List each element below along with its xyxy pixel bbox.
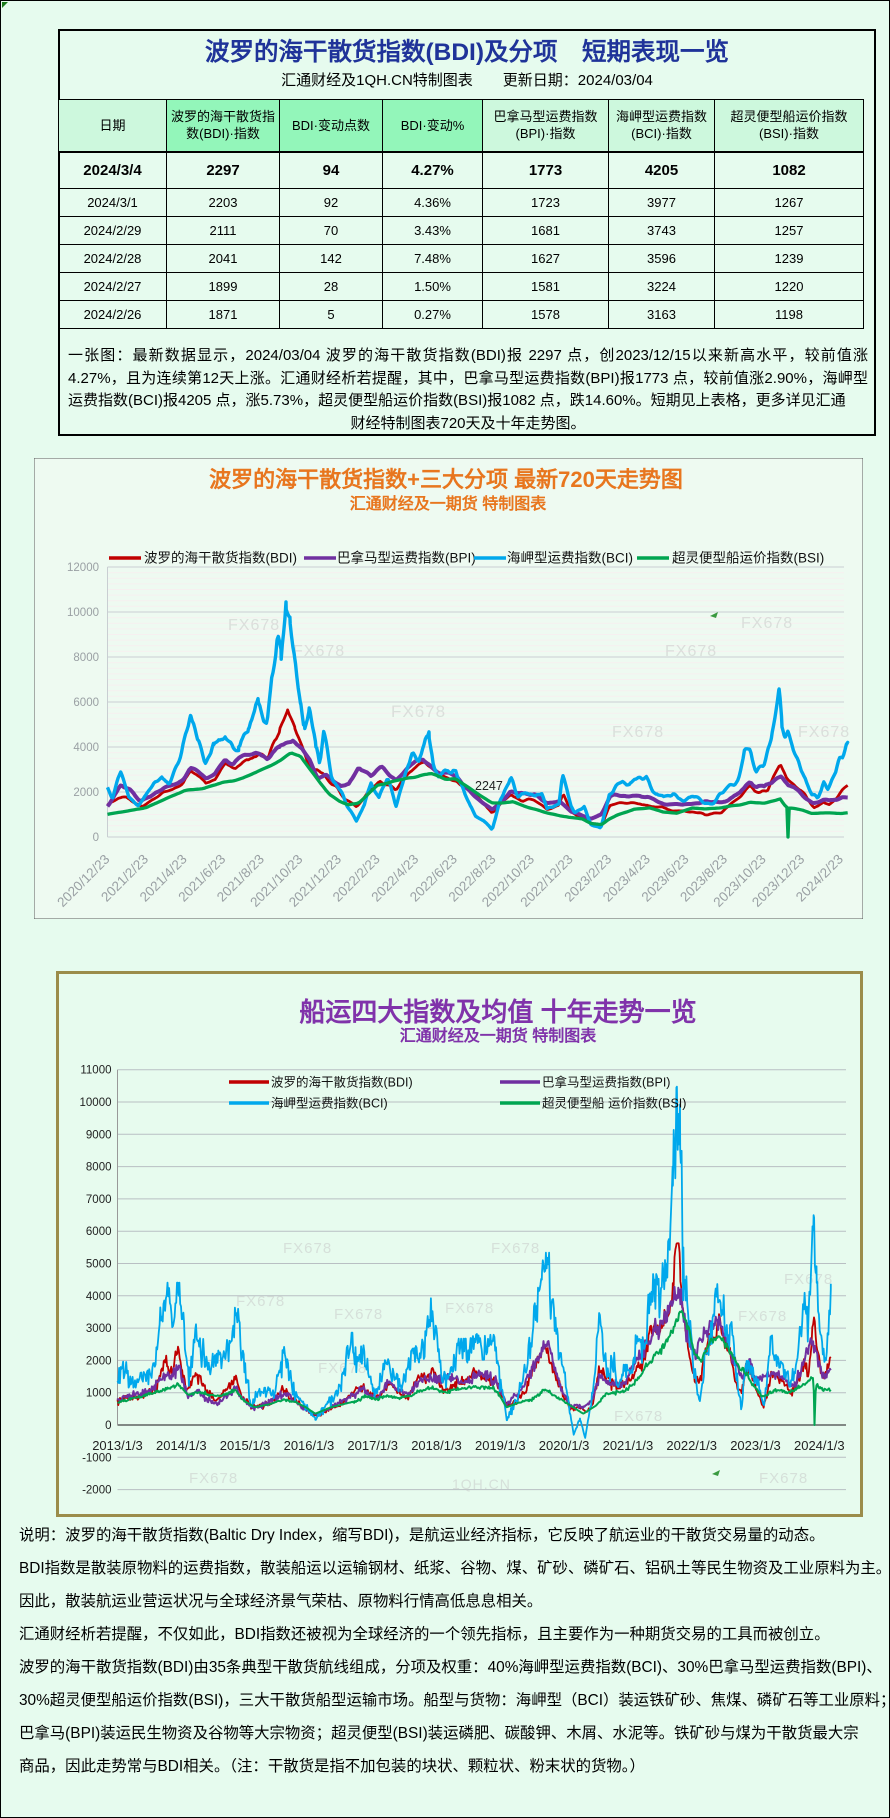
svg-text:6000: 6000 <box>73 697 99 709</box>
svg-text:波罗的海干散货指数(BDI): 波罗的海干散货指数(BDI) <box>271 1075 413 1090</box>
svg-text:2022/1/3: 2022/1/3 <box>666 1438 717 1453</box>
svg-text:7000: 7000 <box>86 1194 112 1206</box>
svg-text:超灵便型船 运价指数(BSI): 超灵便型船 运价指数(BSI) <box>542 1096 686 1111</box>
svg-text:4000: 4000 <box>86 1291 112 1303</box>
svg-text:FX678: FX678 <box>334 1306 383 1323</box>
svg-text:2023/1/3: 2023/1/3 <box>730 1438 781 1453</box>
svg-text:FX678: FX678 <box>614 1408 663 1425</box>
svg-text:波罗的海干散货指数+三大分项 最新720天走势图: 波罗的海干散货指数+三大分项 最新720天走势图 <box>209 467 683 492</box>
svg-text:10000: 10000 <box>80 1097 112 1109</box>
svg-text:8000: 8000 <box>86 1162 112 1174</box>
svg-text:11000: 11000 <box>80 1065 111 1077</box>
svg-text:FX678: FX678 <box>283 1240 332 1257</box>
svg-text:FX678: FX678 <box>445 1300 494 1317</box>
svg-text:-1000: -1000 <box>82 1452 111 1464</box>
svg-text:超灵便型船运价指数(BSI): 超灵便型船运价指数(BSI) <box>672 551 824 566</box>
svg-text:FX678: FX678 <box>293 643 345 660</box>
svg-text:2000: 2000 <box>73 787 99 799</box>
svg-text:2000: 2000 <box>86 1355 112 1367</box>
svg-text:FX678: FX678 <box>741 615 793 632</box>
svg-text:2014/1/3: 2014/1/3 <box>156 1438 207 1453</box>
svg-text:10000: 10000 <box>67 607 99 619</box>
svg-text:2021/1/3: 2021/1/3 <box>603 1438 654 1453</box>
svg-text:FX678: FX678 <box>228 617 280 634</box>
svg-text:0: 0 <box>93 832 99 844</box>
svg-text:FX678: FX678 <box>738 1308 787 1325</box>
svg-text:海岬型运费指数(BCI): 海岬型运费指数(BCI) <box>271 1096 388 1111</box>
svg-text:船运四大指数及均值 十年走势一览: 船运四大指数及均值 十年走势一览 <box>299 997 696 1027</box>
svg-text:2017/1/3: 2017/1/3 <box>347 1438 398 1453</box>
svg-text:FX678: FX678 <box>491 1240 540 1257</box>
svg-text:FX678: FX678 <box>665 643 717 660</box>
svg-text:9000: 9000 <box>86 1129 112 1141</box>
svg-text:5000: 5000 <box>86 1259 112 1271</box>
svg-text:2013/1/3: 2013/1/3 <box>92 1438 143 1453</box>
svg-text:海岬型运费指数(BCI): 海岬型运费指数(BCI) <box>507 551 633 566</box>
svg-text:FX678: FX678 <box>391 702 446 721</box>
svg-text:0: 0 <box>105 1420 111 1432</box>
svg-text:1QH.CN: 1QH.CN <box>452 1476 511 1492</box>
svg-text:FX678: FX678 <box>798 724 850 741</box>
svg-text:1000: 1000 <box>86 1388 112 1400</box>
svg-text:6000: 6000 <box>86 1226 112 1238</box>
svg-text:FX678: FX678 <box>784 1271 833 1288</box>
svg-text:8000: 8000 <box>73 652 99 664</box>
svg-text:波罗的海干散货指数(BDI): 波罗的海干散货指数(BDI) <box>144 550 297 566</box>
svg-text:2247: 2247 <box>475 779 503 793</box>
svg-text:FX678: FX678 <box>236 1293 285 1310</box>
svg-text:2015/1/3: 2015/1/3 <box>220 1438 271 1453</box>
svg-text:FX678: FX678 <box>759 1470 808 1487</box>
svg-text:2020/1/3: 2020/1/3 <box>539 1438 590 1453</box>
svg-text:-2000: -2000 <box>82 1485 111 1497</box>
svg-text:FX678: FX678 <box>189 1470 238 1487</box>
svg-text:2016/1/3: 2016/1/3 <box>284 1438 335 1453</box>
svg-text:FX678: FX678 <box>612 724 664 741</box>
svg-text:汇通财经及一期货 特制图表: 汇通财经及一期货 特制图表 <box>400 1026 597 1045</box>
svg-text:汇通财经及一期货 特制图表: 汇通财经及一期货 特制图表 <box>350 494 547 513</box>
svg-text:2024/1/3: 2024/1/3 <box>794 1438 845 1453</box>
svg-text:2019/1/3: 2019/1/3 <box>475 1438 526 1453</box>
svg-text:巴拿马型运费指数(BPI): 巴拿马型运费指数(BPI) <box>542 1075 670 1090</box>
svg-text:2018/1/3: 2018/1/3 <box>411 1438 462 1453</box>
svg-text:12000: 12000 <box>67 562 99 574</box>
svg-text:巴拿马型运费指数(BPI): 巴拿马型运费指数(BPI) <box>337 550 476 566</box>
svg-text:4000: 4000 <box>73 742 99 754</box>
svg-text:3000: 3000 <box>86 1323 112 1335</box>
